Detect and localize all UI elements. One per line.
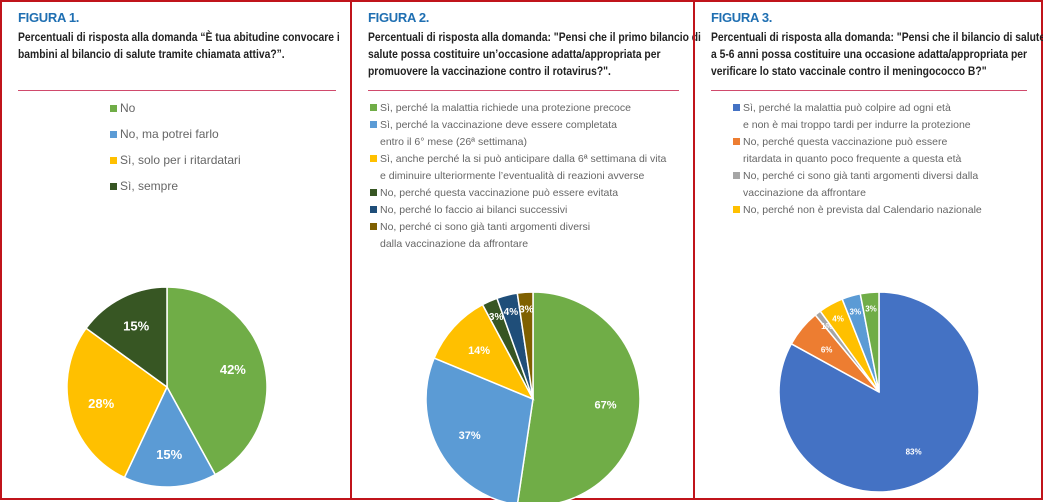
legend-label: No, perché questa vaccinazione può esser… bbox=[743, 136, 948, 148]
figure-label: FIGURA 2. bbox=[368, 10, 430, 25]
legend-swatch bbox=[110, 157, 117, 164]
slice-data-label: 83% bbox=[906, 448, 922, 457]
pie-slice bbox=[123, 385, 217, 488]
pie-chart: 67% 37% 14% 3% 4% 3% bbox=[425, 291, 641, 502]
legend-label: e non è mai troppo tardi per indurre la … bbox=[743, 119, 971, 131]
slice-data-label: 37% bbox=[459, 430, 481, 442]
legend-item: No bbox=[110, 100, 241, 126]
figure-panel-1: FIGURA 1. Percentuali di risposta alla d… bbox=[0, 0, 352, 500]
divider bbox=[18, 90, 336, 91]
legend-label: Sì, perché la malattia può colpire ad og… bbox=[743, 102, 951, 114]
legend-label: vaccinazione da affrontare bbox=[743, 187, 866, 199]
legend-label: No, perché ci sono già tanti argomenti d… bbox=[743, 170, 979, 182]
legend-label: Sì, sempre bbox=[120, 179, 179, 193]
slice-data-label: 14% bbox=[468, 345, 490, 357]
pie-slice bbox=[859, 291, 880, 393]
legend-label: Sì, anche perché la si può anticipare da… bbox=[380, 153, 667, 165]
figure-panel-2: FIGURA 2. Percentuali di risposta alla d… bbox=[350, 0, 701, 502]
legend-item: e non è mai troppo tardi per indurre la … bbox=[733, 117, 982, 134]
legend-swatch bbox=[733, 206, 740, 213]
figure-title: Percentuali di risposta alla domanda “È … bbox=[18, 30, 340, 61]
slice-data-label: 28% bbox=[88, 396, 114, 411]
legend-item: Sì, anche perché la si può anticipare da… bbox=[370, 151, 666, 168]
legend-swatch bbox=[110, 131, 117, 138]
legend-item: ritardata in quanto poco frequente a que… bbox=[733, 151, 982, 168]
divider bbox=[711, 90, 1027, 91]
figure-label: FIGURA 3. bbox=[711, 10, 773, 25]
slice-data-label: 15% bbox=[123, 318, 149, 333]
divider bbox=[368, 90, 679, 91]
legend-label: No, perché non è prevista dal Calendario… bbox=[743, 204, 982, 216]
figure-label: FIGURA 1. bbox=[18, 10, 80, 25]
legend-label: No, perché ci sono già tanti argomenti d… bbox=[380, 221, 591, 233]
slice-data-label: 3% bbox=[489, 312, 504, 323]
pie-slice bbox=[85, 286, 168, 389]
slice-data-label: 4% bbox=[504, 307, 519, 318]
legend-item: No, perché questa vaccinazione può esser… bbox=[733, 134, 982, 151]
slice-data-label: 6% bbox=[821, 346, 833, 355]
pie-slice bbox=[425, 357, 534, 502]
figure-title: Percentuali di risposta alla domanda: "P… bbox=[368, 30, 701, 78]
pie-slice bbox=[433, 303, 535, 401]
slice-data-label: 3% bbox=[519, 304, 534, 315]
slice-data-label: 4% bbox=[832, 315, 844, 324]
slice-data-label: 67% bbox=[595, 399, 617, 411]
legend-label: Sì, solo per i ritardatari bbox=[120, 153, 241, 167]
legend: No No, ma potrei farlo Sì, solo per i rita… bbox=[110, 100, 241, 204]
legend-item: No, perché questa vaccinazione può esser… bbox=[370, 185, 666, 202]
pie-chart: 83% 6% 1%4% 3% 3% bbox=[778, 291, 980, 493]
legend-item: vaccinazione da affrontare bbox=[733, 185, 982, 202]
legend-item: No, ma potrei farlo bbox=[110, 126, 241, 152]
legend-swatch bbox=[733, 138, 740, 145]
pie-slice bbox=[516, 291, 641, 502]
slice-data-label: 15% bbox=[156, 447, 182, 462]
legend-swatch bbox=[370, 223, 377, 230]
legend: Sì, perché la malattia può colpire ad og… bbox=[733, 100, 982, 219]
legend-label: No, ma potrei farlo bbox=[120, 127, 219, 141]
legend-label: No, perché questa vaccinazione può esser… bbox=[380, 187, 619, 199]
legend-item: dalla vaccinazione da affrontare bbox=[370, 236, 666, 253]
legend-swatch bbox=[110, 105, 117, 112]
legend-label: dalla vaccinazione da affrontare bbox=[380, 238, 529, 250]
pie-slice bbox=[166, 286, 268, 476]
legend-label: No, perché lo faccio ai bilanci successi… bbox=[380, 204, 568, 216]
legend-swatch bbox=[733, 104, 740, 111]
slice-data-label: 1% bbox=[821, 322, 833, 331]
legend-swatch bbox=[110, 183, 117, 190]
pie-slice bbox=[66, 327, 168, 479]
legend-item: Sì, sempre bbox=[110, 178, 241, 204]
legend-swatch bbox=[370, 189, 377, 196]
legend: Sì, perché la malattia richiede una prot… bbox=[370, 100, 666, 253]
legend-item: No, perché ci sono già tanti argomenti d… bbox=[733, 168, 982, 185]
legend-item: Sì, solo per i ritardatari bbox=[110, 152, 241, 178]
slice-data-label: 42% bbox=[220, 362, 246, 377]
legend-item: No, perché lo faccio ai bilanci successi… bbox=[370, 202, 666, 219]
legend-label: ritardata in quanto poco frequente a que… bbox=[743, 153, 962, 165]
figure-title: Percentuali di risposta alla domanda: "P… bbox=[711, 30, 1043, 78]
slice-data-label: 3% bbox=[865, 304, 877, 313]
legend-item: Sì, perché la malattia richiede una prot… bbox=[370, 100, 666, 117]
legend-label: Sì, perché la vaccinazione deve essere c… bbox=[380, 119, 617, 131]
pie-slice bbox=[516, 291, 534, 400]
legend-swatch bbox=[370, 206, 377, 213]
legend-swatch bbox=[370, 121, 377, 128]
figure-panel-3: FIGURA 3. Percentuali di risposta alla d… bbox=[693, 0, 1043, 500]
legend-item: entro il 6° mese (26ª settimana) bbox=[370, 134, 666, 151]
legend-item: Sì, perché la malattia può colpire ad og… bbox=[733, 100, 982, 117]
legend-label: entro il 6° mese (26ª settimana) bbox=[380, 136, 527, 148]
legend-swatch bbox=[733, 172, 740, 179]
legend-swatch bbox=[370, 104, 377, 111]
legend-item: Sì, perché la vaccinazione deve essere c… bbox=[370, 117, 666, 134]
legend-label: No bbox=[120, 101, 136, 115]
slice-data-label: 3% bbox=[850, 307, 862, 316]
legend-label: e diminuire ulteriormente l’eventualità … bbox=[380, 170, 645, 182]
legend-item: No, perché non è prevista dal Calendario… bbox=[733, 202, 982, 219]
legend-item: e diminuire ulteriormente l’eventualità … bbox=[370, 168, 666, 185]
legend-label: Sì, perché la malattia richiede una prot… bbox=[380, 102, 631, 114]
legend-item: No, perché ci sono già tanti argomenti d… bbox=[370, 219, 666, 236]
pie-chart: 42% 15% 28% 15% bbox=[66, 286, 268, 488]
legend-swatch bbox=[370, 155, 377, 162]
